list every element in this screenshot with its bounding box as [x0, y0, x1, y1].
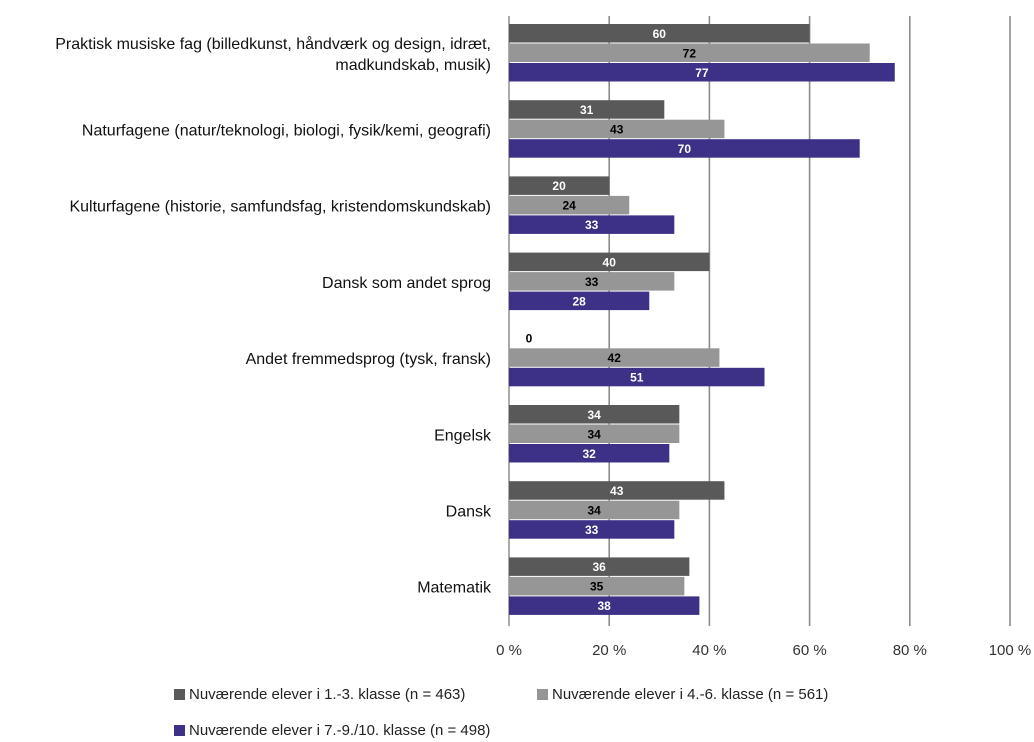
data-label: 33: [585, 275, 599, 289]
x-tick-label: 40 %: [692, 642, 726, 659]
bar-series-3: [509, 596, 700, 615]
bar-series-1: [509, 481, 725, 500]
data-label: 42: [608, 351, 622, 365]
data-label: 40: [603, 255, 617, 269]
legend-swatch-1: [174, 689, 185, 700]
legend-label-2: Nuværende elever i 4.-6. klasse (n = 561…: [552, 686, 829, 703]
category-label: Kulturfagene (historie, samfundsfag, kri…: [69, 199, 491, 216]
bar-series-3: [509, 367, 765, 387]
legend-label-3: Nuværende elever i 7.-9./10. klasse (n =…: [189, 722, 491, 739]
bar-series-2: [509, 43, 870, 62]
data-label: 35: [590, 580, 604, 594]
data-label: 28: [572, 294, 586, 308]
data-label: 72: [683, 46, 697, 60]
data-label: 51: [630, 371, 644, 385]
bar-series-1: [509, 557, 690, 576]
data-label: 43: [610, 122, 624, 136]
data-label: 77: [695, 66, 709, 80]
bar-series-2: [509, 576, 685, 596]
bar-series-1: [509, 100, 665, 119]
bar-series-3: [509, 139, 860, 158]
x-tick-label: 60 %: [792, 642, 826, 659]
data-label: 31: [580, 103, 594, 117]
data-label: 33: [585, 523, 599, 537]
data-label: 0: [526, 332, 533, 346]
legend-swatch-2: [537, 689, 548, 700]
x-tick-label: 0 %: [496, 642, 522, 659]
legend-swatch-3: [174, 725, 185, 736]
legend-item-2: Nuværende elever i 4.-6. klasse (n = 561…: [537, 686, 828, 703]
data-label: 24: [562, 199, 576, 213]
data-label: 34: [587, 427, 601, 441]
bar-series-3: [509, 291, 650, 311]
bar-series-3: [509, 520, 675, 539]
category-label: Naturfagene (natur/teknologi, biologi, f…: [82, 122, 491, 139]
category-label: madkundskab, musik): [335, 57, 491, 74]
bar-series-2: [509, 348, 720, 367]
data-label: 34: [587, 503, 601, 517]
x-tick-label: 80 %: [893, 642, 927, 659]
data-label: 20: [552, 179, 566, 193]
data-label: 43: [610, 484, 624, 498]
bar-series-2: [509, 500, 680, 520]
bar-series-3: [509, 63, 895, 82]
category-label: Dansk: [446, 503, 492, 520]
category-label: Engelsk: [434, 427, 492, 444]
bar-series-3: [509, 215, 675, 234]
bar-series-1: [509, 176, 610, 195]
bar-series-1: [509, 252, 710, 272]
data-label: 33: [585, 218, 599, 232]
bar-series-1: [509, 405, 680, 424]
legend-label-1: Nuværende elever i 1.-3. klasse (n = 463…: [189, 686, 466, 703]
legend-item-1: Nuværende elever i 1.-3. klasse (n = 463…: [174, 686, 465, 703]
bar-series-3: [509, 444, 670, 463]
data-label: 60: [653, 27, 667, 41]
bar-series-2: [509, 424, 680, 443]
data-label: 36: [593, 560, 607, 574]
data-label: 70: [678, 142, 692, 156]
bar-series-2: [509, 119, 725, 139]
category-label: Matematik: [417, 580, 492, 597]
data-label: 38: [598, 599, 612, 613]
bar-series-2: [509, 272, 675, 291]
x-tick-label: 100 %: [989, 642, 1032, 659]
category-label: Dansk som andet sprog: [322, 275, 491, 292]
bar-series-1: [509, 24, 810, 43]
legend-item-3: Nuværende elever i 7.-9./10. klasse (n =…: [174, 722, 490, 739]
x-tick-label: 20 %: [592, 642, 626, 659]
bar-series-2: [509, 195, 630, 215]
category-label: Praktisk musiske fag (billedkunst, håndv…: [55, 35, 491, 53]
data-label: 34: [587, 408, 601, 422]
category-label: Andet fremmedsprog (tysk, fransk): [246, 351, 491, 368]
data-label: 32: [582, 447, 596, 461]
